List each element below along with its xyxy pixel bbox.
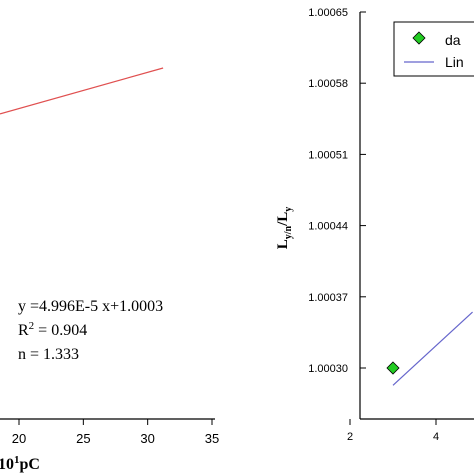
right-fit-line (392, 311, 473, 386)
left-n-line: n = 1.333 (18, 346, 79, 363)
left-x-axis-label: 101pC (0, 454, 40, 473)
right-y-axis-label-sub2: y (283, 207, 294, 212)
right-y-tick-label: 1.00058 (308, 78, 348, 90)
left-x-tick-label: 35 (205, 431, 219, 446)
left-x-axis-label-sup: 1 (14, 454, 20, 466)
right-y-tick-label: 1.00044 (308, 221, 348, 233)
left-fit-line (0, 67, 164, 115)
left-x-tick-label: 25 (76, 431, 90, 446)
legend-entry-data: da (445, 32, 461, 48)
right-y-tick-label: 1.00065 (308, 7, 348, 19)
right-y-axis-label-sub1: y/n (283, 225, 294, 239)
left-equation: y =4.996E-5 x+1.0003 (18, 298, 163, 315)
left-x-tick-label: 30 (140, 431, 154, 446)
left-r2-sup: 2 (29, 320, 35, 332)
right-y-tick-label: 1.00051 (308, 149, 348, 161)
legend-diamond-icon (412, 31, 426, 45)
right-y-axis-label: Ly/n/Ly (275, 207, 294, 250)
left-x-tick-label: 20 (12, 431, 26, 446)
right-y-tick-label: 1.00037 (308, 292, 348, 304)
right-legend-box (393, 21, 474, 77)
left-r2: R2 = 0.904 (18, 320, 87, 339)
right-x-tick-label: 2 (347, 431, 353, 443)
left-chart: y =4.996E-5 x+1.0003 R2 = 0.904 n = 1.33… (0, 67, 219, 473)
right-data-point-diamond (386, 361, 400, 375)
right-chart: 1.00065 1.00058 1.00051 1.00044 1.00037 1.000… (275, 7, 474, 443)
right-legend: da Lin (393, 21, 474, 77)
left-annotation: y =4.996E-5 x+1.0003 R2 = 0.904 n = 1.33… (18, 298, 163, 363)
right-x-tick-label: 4 (433, 431, 439, 443)
right-y-tick-label: 1.00030 (308, 363, 348, 375)
legend-entry-fit: Lin (445, 54, 464, 70)
